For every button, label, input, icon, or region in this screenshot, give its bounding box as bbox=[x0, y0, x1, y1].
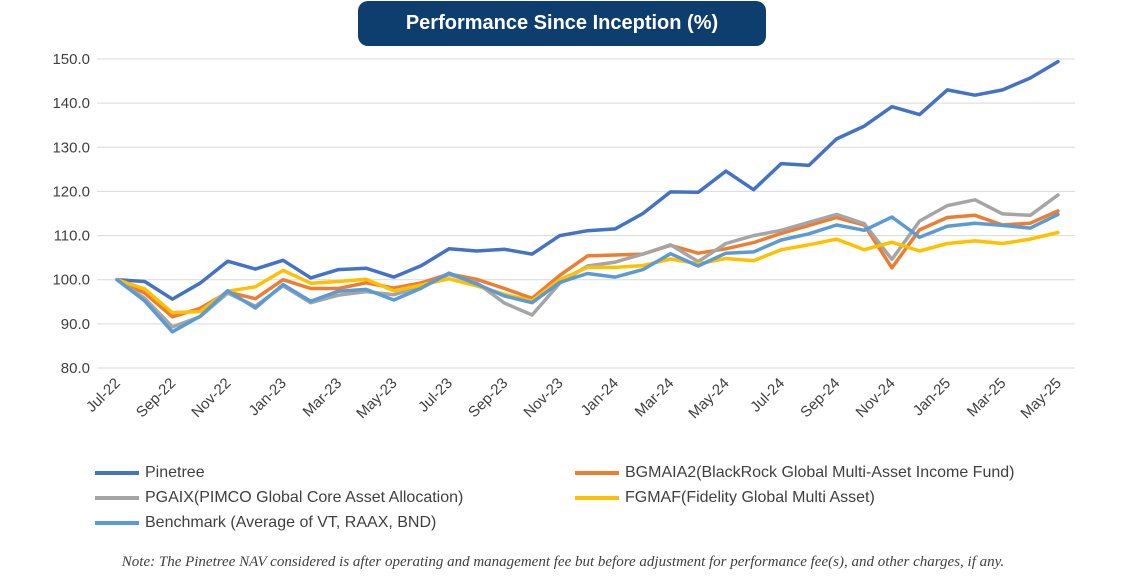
x-tick-label: Mar-24 bbox=[632, 375, 678, 421]
legend-swatch bbox=[95, 521, 139, 525]
y-axis: 80.0 90.0 100.0 110.0 120.0 130.0 140.0 150.0 bbox=[52, 51, 90, 377]
legend-item-fgmaf: FGMAF(Fidelity Global Multi Asset) bbox=[575, 489, 875, 507]
y-tick-label: 140.0 bbox=[52, 95, 90, 112]
legend-item-bgmaia2: BGMAIA2(BlackRock Global Multi-Asset Inc… bbox=[575, 464, 1014, 482]
legend-item-pinetree: Pinetree bbox=[95, 464, 205, 482]
x-tick-label: May-25 bbox=[1017, 375, 1064, 422]
y-tick-label: 150.0 bbox=[52, 51, 90, 68]
series-lines bbox=[115, 59, 1060, 334]
footnote: Note: The Pinetree NAV considered is aft… bbox=[121, 554, 1005, 570]
x-tick-label: Sep-22 bbox=[133, 375, 179, 421]
y-tick-label: 80.0 bbox=[61, 360, 90, 377]
y-tick-label: 100.0 bbox=[52, 272, 90, 289]
legend-label: Pinetree bbox=[145, 464, 205, 481]
y-tick-label: 90.0 bbox=[61, 316, 90, 333]
series-line-1 bbox=[115, 209, 1060, 319]
x-tick-label: Jul-23 bbox=[415, 375, 456, 416]
legend-item-benchmark: Benchmark (Average of VT, RAAX, BND) bbox=[95, 514, 436, 532]
x-tick-label: Jan-24 bbox=[578, 375, 622, 419]
line-chart: 80.0 90.0 100.0 110.0 120.0 130.0 140.0 150.0 J… bbox=[52, 51, 1075, 422]
x-tick-label: Jan-23 bbox=[245, 375, 289, 419]
legend-swatch bbox=[95, 471, 139, 475]
x-tick-label: May-24 bbox=[685, 375, 732, 422]
x-tick-label: Mar-23 bbox=[300, 375, 346, 421]
x-tick-label: Sep-23 bbox=[465, 375, 511, 421]
x-tick-label: Sep-24 bbox=[797, 375, 843, 421]
series-line-0 bbox=[115, 59, 1060, 301]
x-tick-label: Jul-24 bbox=[747, 375, 788, 416]
gridlines bbox=[97, 58, 1075, 369]
x-tick-label: May-23 bbox=[353, 375, 400, 422]
series-line-4 bbox=[115, 212, 1060, 334]
chart-title: Performance Since Inception (%) bbox=[358, 1, 766, 46]
legend-item-pgaix: PGAIX(PIMCO Global Core Asset Allocation… bbox=[95, 489, 463, 507]
x-tick-label: Nov-24 bbox=[853, 375, 899, 421]
x-tick-label: Jul-22 bbox=[83, 375, 124, 416]
y-tick-label: 110.0 bbox=[54, 228, 90, 245]
series-line-3 bbox=[115, 230, 1060, 315]
legend-swatch bbox=[575, 496, 619, 500]
x-axis: Jul-22 Sep-22 Nov-22 Jan-23 Mar-23 May-23 Jul-… bbox=[83, 375, 1065, 422]
x-tick-label: Jan-25 bbox=[910, 375, 954, 419]
legend-label: PGAIX(PIMCO Global Core Asset Allocation… bbox=[145, 489, 464, 506]
x-tick-label: Nov-22 bbox=[188, 375, 234, 421]
x-tick-label: Nov-23 bbox=[520, 375, 566, 421]
legend-label: BGMAIA2(BlackRock Global Multi-Asset Inc… bbox=[625, 464, 1015, 481]
y-tick-label: 120.0 bbox=[52, 183, 90, 200]
x-tick-label: Mar-25 bbox=[964, 375, 1010, 421]
legend-label: Benchmark (Average of VT, RAAX, BND) bbox=[145, 514, 437, 531]
legend: Pinetree BGMAIA2(BlackRock Global Multi-… bbox=[95, 462, 1095, 540]
legend-swatch bbox=[575, 471, 619, 475]
y-tick-label: 130.0 bbox=[52, 139, 90, 156]
legend-label: FGMAF(Fidelity Global Multi Asset) bbox=[625, 489, 875, 506]
legend-swatch bbox=[95, 496, 139, 500]
